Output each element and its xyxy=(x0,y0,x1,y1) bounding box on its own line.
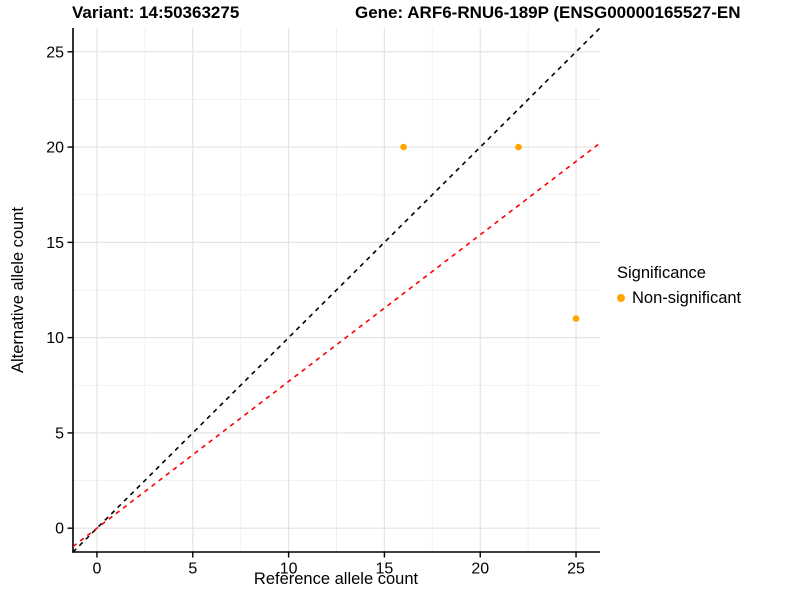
x-tick-label: 10 xyxy=(280,561,298,578)
x-tick-label: 15 xyxy=(376,561,394,578)
x-tick-label: 20 xyxy=(471,561,489,578)
data-point xyxy=(515,143,522,151)
legend: Significance Non-significant xyxy=(617,263,741,308)
y-tick-label: 0 xyxy=(55,521,64,538)
x-tick-label: 25 xyxy=(567,561,585,578)
expected-ratio-line xyxy=(73,142,600,548)
legend-title: Significance xyxy=(617,264,706,282)
y-tick-label: 5 xyxy=(55,425,64,442)
legend-key-dot xyxy=(617,293,625,302)
variant-title: Variant: 14:50363275 xyxy=(72,3,240,22)
y-tick-label: 10 xyxy=(46,330,64,347)
identity-line xyxy=(73,28,600,552)
y-axis-label: Alternative allele count xyxy=(9,207,27,374)
data-point xyxy=(400,143,407,151)
x-tick-label: 0 xyxy=(93,561,102,578)
x-tick-label: 5 xyxy=(188,561,197,578)
legend-item: Non-significant xyxy=(617,288,741,309)
gene-title: Gene: ARF6-RNU6-189P (ENSG00000165527-EN xyxy=(355,3,741,22)
legend-item-label: Non-significant xyxy=(632,288,742,307)
data-point xyxy=(572,315,580,322)
y-tick-label: 20 xyxy=(46,140,64,157)
y-tick-label: 25 xyxy=(46,44,64,61)
x-axis-label: Reference allele count xyxy=(253,570,419,588)
y-tick-label: 15 xyxy=(46,235,64,252)
